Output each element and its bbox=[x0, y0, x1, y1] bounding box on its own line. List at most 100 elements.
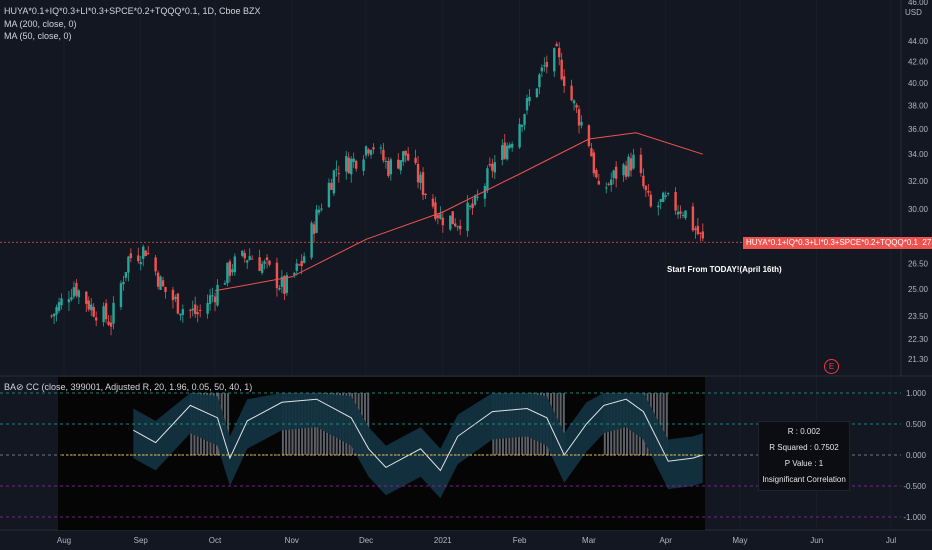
candle-body bbox=[528, 96, 531, 102]
candle-body bbox=[198, 309, 202, 311]
candle-body bbox=[662, 192, 665, 202]
candle-body bbox=[402, 151, 405, 162]
last-price-tag: HUYA*0.1+IQ*0.3+LI*0.3+SPCE*0.2+TQQQ*0.1… bbox=[743, 237, 932, 249]
candle-body bbox=[350, 158, 353, 175]
candle-body bbox=[456, 226, 459, 228]
candle-body bbox=[451, 211, 454, 225]
candle-body bbox=[206, 302, 209, 314]
candle-body bbox=[298, 264, 301, 266]
events-icon[interactable]: E bbox=[824, 359, 839, 374]
candle-body bbox=[119, 283, 123, 307]
candle-body bbox=[473, 195, 477, 205]
candle-body bbox=[60, 298, 63, 306]
candle-body bbox=[189, 309, 192, 311]
price-tick-label: 30.00 bbox=[908, 205, 929, 214]
price-tick-label: 25.00 bbox=[908, 285, 929, 294]
candle-body bbox=[587, 125, 591, 147]
candle-body bbox=[503, 142, 506, 159]
candlestick-series bbox=[50, 41, 705, 336]
oscillator-axis: 1.000 0.500 0.000 -0.500 -1.000 bbox=[0, 389, 927, 522]
candle-body bbox=[72, 287, 76, 297]
candle-body bbox=[681, 214, 685, 216]
candle-body bbox=[50, 315, 53, 317]
candle-body bbox=[194, 304, 197, 315]
candle-body bbox=[404, 150, 407, 156]
candle-body bbox=[701, 231, 705, 239]
time-axis: Aug Sep Oct Nov Dec 2021 Feb Mar Apr May Jun Jul bbox=[0, 529, 932, 545]
candle-body bbox=[679, 211, 682, 214]
candle-body bbox=[77, 290, 81, 298]
candle-body bbox=[379, 147, 383, 149]
confidence-band bbox=[133, 393, 703, 499]
time-tick-label: Apr bbox=[659, 536, 672, 545]
candle-body bbox=[57, 302, 61, 311]
candle-body bbox=[491, 163, 494, 171]
candle-body bbox=[562, 76, 566, 86]
candle-body bbox=[431, 198, 435, 207]
candle-body bbox=[191, 308, 194, 311]
candle-body bbox=[67, 299, 71, 303]
candle-body bbox=[605, 187, 608, 189]
time-tick-label: Jul bbox=[886, 536, 896, 545]
candle-body bbox=[414, 157, 417, 163]
last-price-value: 27.81 bbox=[922, 238, 932, 247]
candle-body bbox=[649, 194, 653, 207]
time-tick-label: May bbox=[732, 536, 747, 545]
candle-body bbox=[421, 172, 425, 195]
time-tick-label: Aug bbox=[57, 536, 71, 545]
time-tick-label: Mar bbox=[582, 536, 596, 545]
candle-body bbox=[518, 124, 521, 148]
candle-body bbox=[104, 303, 108, 320]
candle-body bbox=[449, 215, 452, 230]
candle-body bbox=[112, 302, 115, 324]
candle-body bbox=[228, 261, 232, 276]
candle-body bbox=[419, 174, 422, 183]
price-tick-label: 40.00 bbox=[908, 79, 929, 88]
time-tick-label: Oct bbox=[209, 536, 222, 545]
ma200-legend[interactable]: MA (200, close, 0) bbox=[4, 19, 77, 29]
candle-body bbox=[553, 48, 556, 72]
candle-body bbox=[102, 306, 105, 323]
price-axis: 44.00 42.00 40.00 38.00 36.00 34.00 32.00 30.00… bbox=[900, 0, 929, 376]
candle-body bbox=[540, 67, 544, 72]
stat-r: R : 0.002 bbox=[787, 427, 821, 436]
candle-body bbox=[171, 289, 175, 301]
time-tick-label: Dec bbox=[359, 536, 373, 545]
candle-body bbox=[87, 300, 90, 310]
candle-body bbox=[146, 253, 150, 255]
candle-body bbox=[283, 276, 286, 294]
candle-body bbox=[510, 143, 514, 148]
candle-body bbox=[337, 173, 341, 175]
oscillator-legend[interactable]: BA⊘ CC (close, 399001, Adjusted R, 20, 1… bbox=[4, 382, 253, 392]
stat-r-squared: R Squared : 0.7502 bbox=[769, 443, 839, 452]
candle-body bbox=[389, 159, 393, 175]
candle-body bbox=[122, 281, 125, 285]
candle-body bbox=[454, 223, 457, 227]
candle-body bbox=[508, 144, 511, 148]
candle-body bbox=[382, 149, 385, 161]
candle-body bbox=[278, 287, 281, 290]
candle-body bbox=[471, 203, 474, 209]
ma50-legend[interactable]: MA (50, close, 0) bbox=[4, 31, 72, 41]
candle-body bbox=[345, 155, 348, 172]
candle-body bbox=[213, 296, 217, 303]
oscillator-tick-label: 1.000 bbox=[906, 389, 927, 398]
price-tick-label: 26.50 bbox=[908, 259, 929, 268]
candle-body bbox=[265, 257, 269, 260]
candle-body bbox=[223, 283, 227, 285]
candle-body bbox=[139, 262, 142, 265]
candle-body bbox=[233, 256, 237, 273]
symbol-legend[interactable]: HUYA*0.1+IQ*0.3+LI*0.3+SPCE*0.2+TQQQ*0.1… bbox=[4, 6, 260, 16]
candle-body bbox=[558, 48, 561, 58]
candle-body bbox=[575, 104, 578, 108]
candle-body bbox=[137, 255, 140, 262]
time-tick-label: Feb bbox=[513, 536, 527, 545]
candle-body bbox=[595, 170, 598, 178]
candle-body bbox=[538, 74, 541, 88]
candle-body bbox=[280, 276, 284, 287]
candle-body bbox=[545, 61, 549, 68]
time-tick-label: Sep bbox=[134, 536, 149, 545]
price-tick-label: 46.00 bbox=[908, 0, 929, 7]
candle-body bbox=[320, 208, 323, 210]
